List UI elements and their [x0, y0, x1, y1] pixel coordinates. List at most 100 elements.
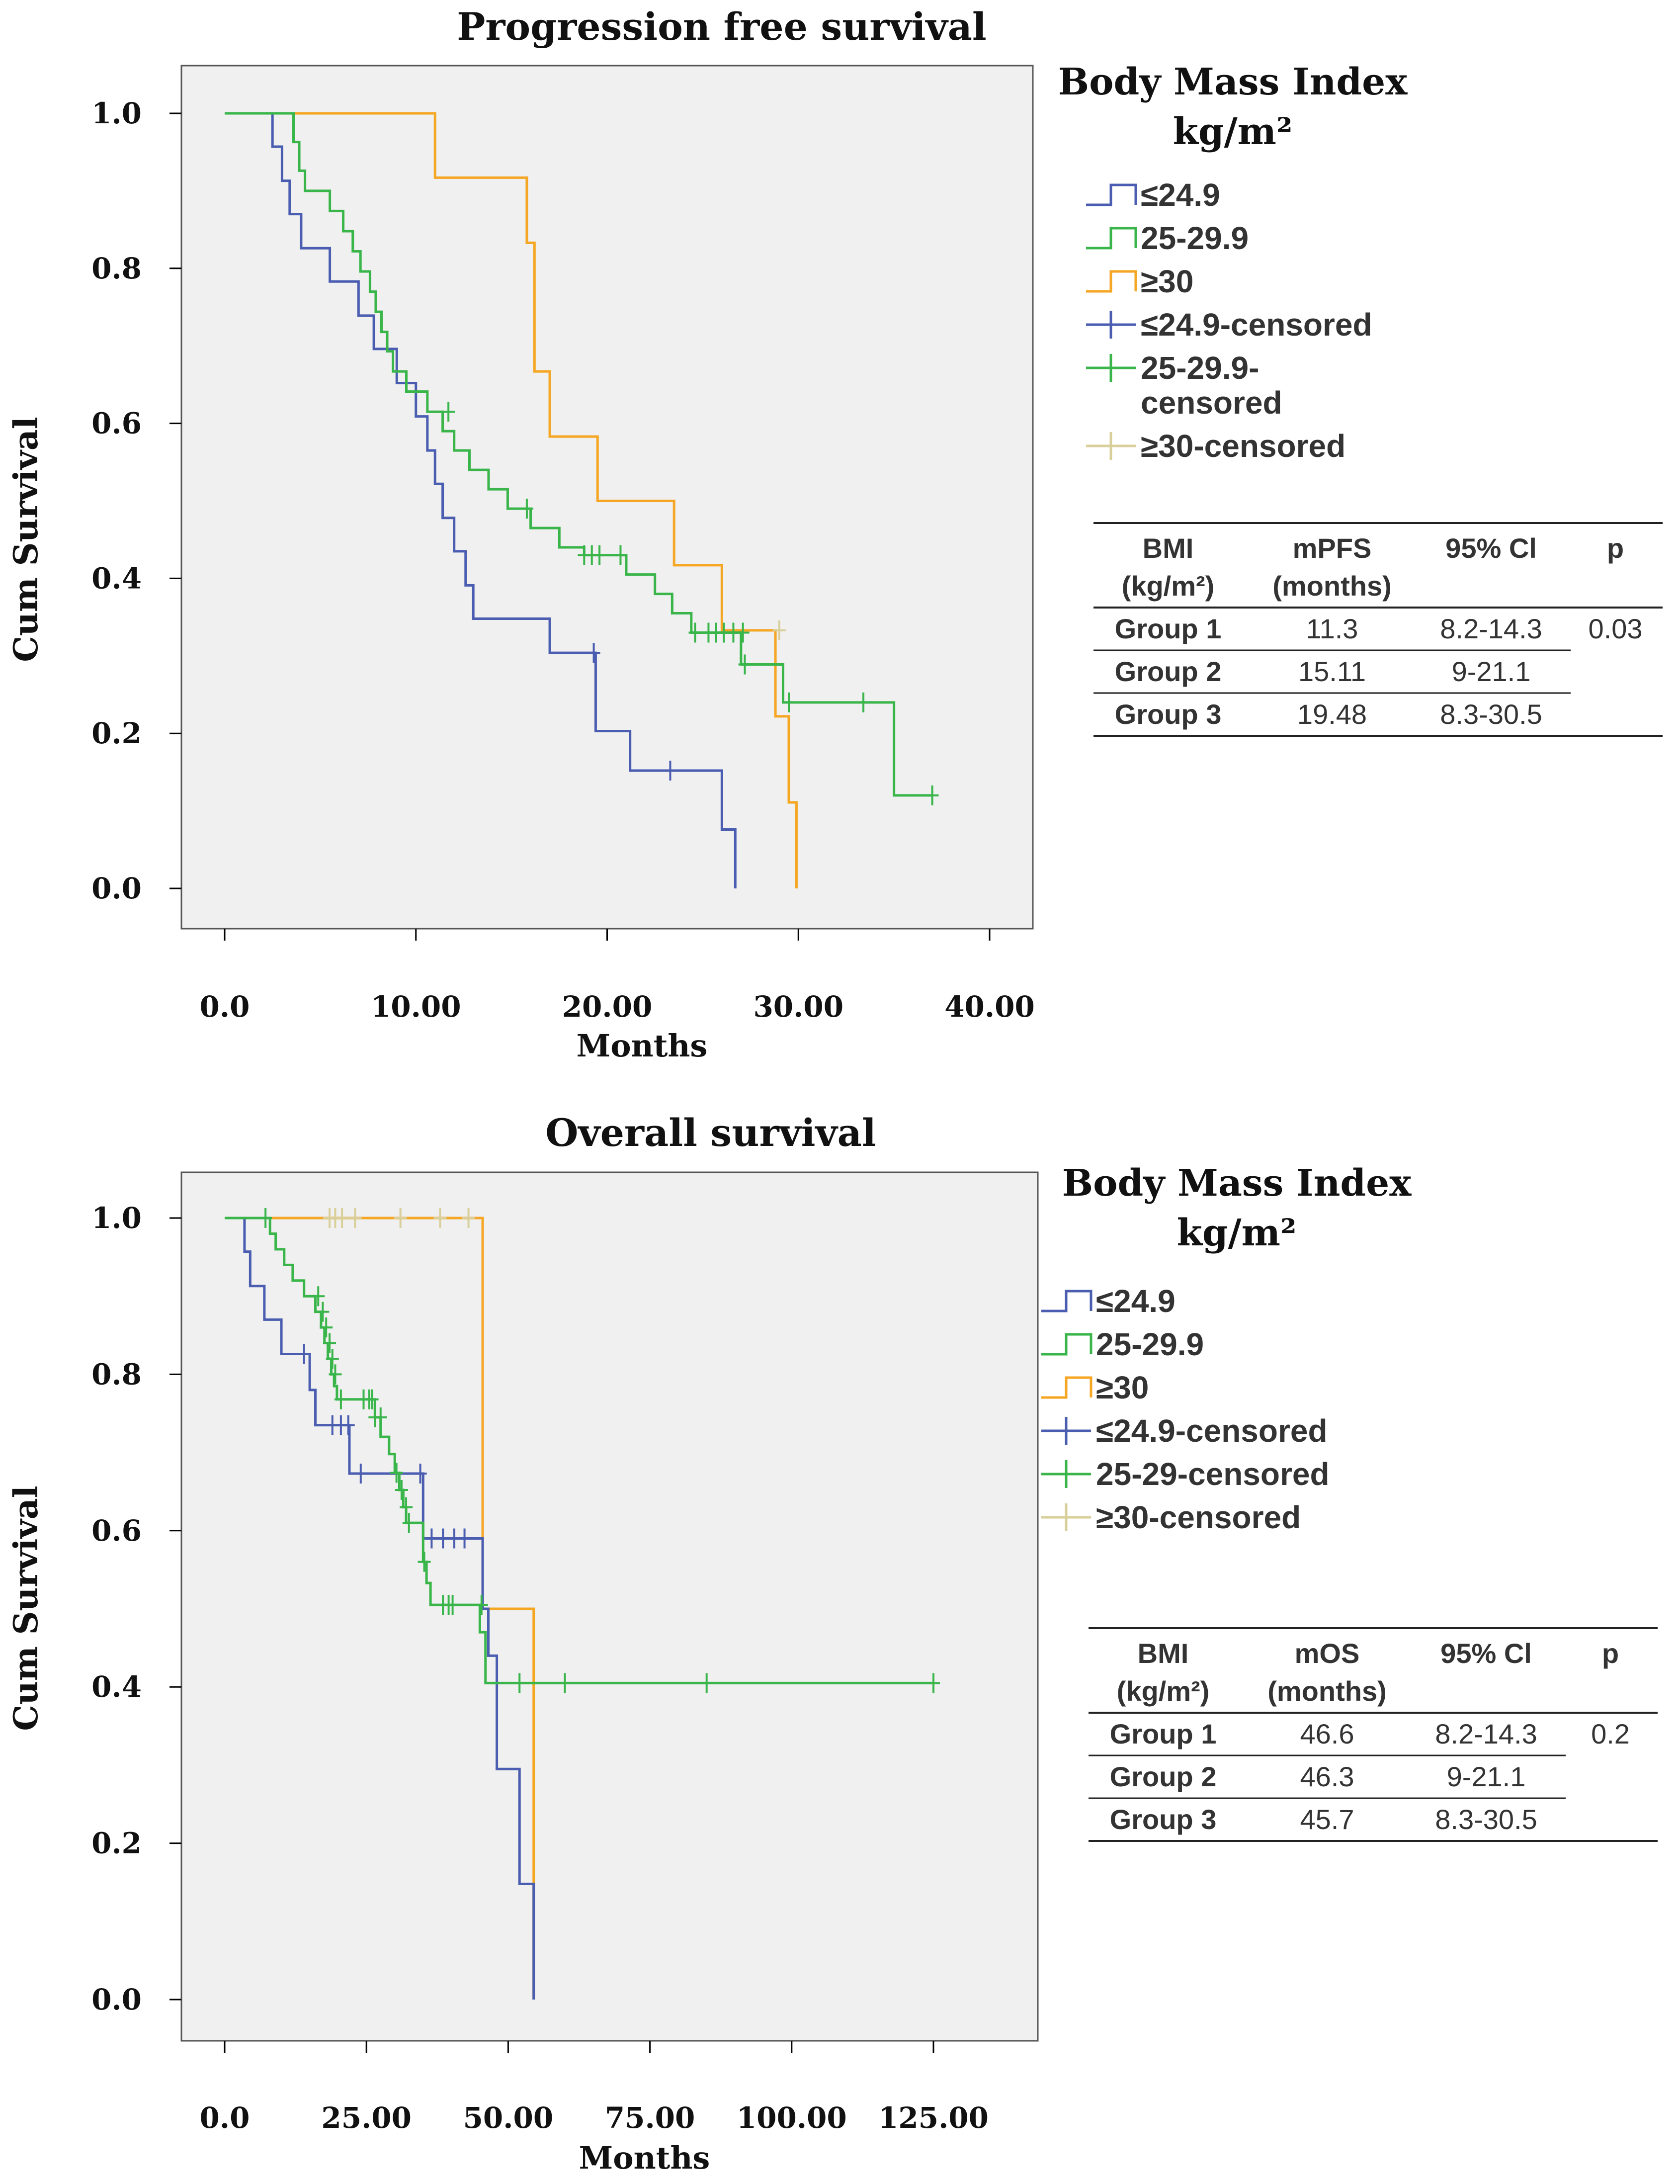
x-tick-label: 25.00: [321, 2101, 412, 2135]
censor-mark-mid: [782, 692, 796, 712]
chart-panel-2: Overall survival 0.0 0.2 0.4 0.6 0.8 1.0 0.0 25.…: [6, 1111, 1658, 2176]
censor-mark-mid: [365, 1389, 379, 1409]
legend-label-line: ≤24.9-censored: [1096, 1413, 1328, 1449]
table-header-cell: BMI (kg/m²): [1117, 1638, 1210, 1707]
censor-mark-mid: [316, 1302, 330, 1322]
y-tick-label: 0.6: [91, 407, 142, 440]
table-group-cell: Group 2: [1115, 656, 1222, 687]
table-value-cell: 8.2-14.3: [1435, 1718, 1537, 1749]
table-header-line: BMI: [1143, 532, 1194, 564]
legend-label: 25-29.9-censored: [1141, 350, 1282, 421]
y-axis-label: Cum Survival: [6, 417, 45, 662]
table-header-line: 95% Cl: [1445, 532, 1537, 564]
legend-swatch-step: [1086, 270, 1137, 293]
censor-mark-mid: [520, 499, 533, 519]
legend-swatch-censor: [1086, 311, 1136, 339]
y-tick-label: 0.8: [91, 1357, 142, 1391]
legend-swatch-step: [1041, 1290, 1092, 1312]
table-header-line: mOS: [1295, 1638, 1360, 1669]
x-axis-label: Months: [579, 2140, 710, 2176]
legend-label-line: 25-29.9-: [1141, 350, 1259, 386]
censor-mark-mid: [475, 1595, 488, 1615]
censor-mark-mid: [442, 402, 455, 422]
table-value-cell: 11.3: [1306, 613, 1358, 644]
chart-title: Progression free survival: [457, 4, 987, 49]
censor-mark-mid: [329, 1364, 342, 1385]
legend-swatch-censor: [1041, 1460, 1091, 1488]
table-value-cell: 19.48: [1297, 699, 1367, 730]
legend-label: 25-29.9: [1141, 220, 1249, 256]
table-group-cell: Group 3: [1110, 1804, 1217, 1835]
y-tick-label: 1.0: [91, 96, 142, 130]
legend-label-line: censored: [1141, 385, 1282, 421]
legend-title: kg/m²: [1173, 110, 1293, 153]
table-header-cell: mOS (months): [1267, 1638, 1387, 1707]
censor-mark-mid: [418, 1552, 431, 1572]
table-group-cell: Group 1: [1110, 1718, 1217, 1749]
legend-label-line: 25-29.9: [1141, 220, 1249, 256]
censor-mark-high: [336, 1208, 349, 1228]
legend-label: ≥30-censored: [1141, 428, 1345, 464]
legend-swatch-censor: [1041, 1417, 1091, 1445]
censor-mark-mid: [736, 622, 750, 643]
censor-mark-mid: [400, 1497, 413, 1517]
censor-mark-high: [462, 1208, 475, 1228]
legend-label: ≥30: [1141, 263, 1193, 299]
censor-mark-mid: [259, 1208, 272, 1228]
legend-label-line: 25-29-censored: [1096, 1456, 1330, 1492]
legend-label-line: ≤24.9-censored: [1141, 307, 1372, 343]
table-header-line: (kg/m²): [1117, 1675, 1210, 1707]
censor-mark-low: [414, 1464, 427, 1484]
legend-label: 25-29.9: [1096, 1326, 1204, 1362]
y-axis-label: Cum Survival: [6, 1485, 45, 1731]
censor-mark-mid: [738, 654, 752, 675]
legend-label: 25-29-censored: [1096, 1456, 1330, 1492]
legend-label-line: ≥30-censored: [1141, 428, 1345, 464]
table-header-line: mPFS: [1293, 532, 1372, 564]
table-value-cell: 0.2: [1591, 1718, 1630, 1749]
censor-mark-mid: [395, 1480, 408, 1500]
table-header-line: (months): [1267, 1675, 1387, 1707]
chart-panel-1: Progression free survival 0.0 0.2 0.4 0.6 0.8…: [6, 4, 1663, 1064]
table-group-cell: Group 2: [1110, 1761, 1217, 1792]
table-value-cell: 8.2-14.3: [1440, 613, 1542, 644]
censor-mark-mid: [700, 1673, 713, 1693]
censor-mark-low: [458, 1528, 471, 1549]
legend-label: ≥30: [1096, 1370, 1149, 1405]
censor-mark-low: [425, 1528, 438, 1549]
x-tick-label: 40.00: [944, 990, 1035, 1024]
legend-swatch-step: [1041, 1376, 1092, 1399]
y-tick-label: 0.4: [91, 1670, 142, 1704]
censor-mark-mid: [374, 1407, 387, 1427]
table-value-cell: 9-21.1: [1447, 1761, 1526, 1792]
legend-label-line: ≥30: [1096, 1370, 1149, 1405]
plot-area: [180, 1171, 1039, 2042]
legend-title: kg/m²: [1177, 1212, 1297, 1254]
table-group-cell: Group 3: [1115, 699, 1222, 730]
legend-label: ≤24.9: [1141, 177, 1220, 213]
legend-label: ≥30-censored: [1096, 1499, 1301, 1535]
table-value-cell: 46.3: [1300, 1761, 1354, 1792]
censor-mark-mid: [857, 692, 870, 712]
table-header-cell: p: [1602, 1638, 1619, 1669]
table-header-cell: p: [1607, 532, 1624, 564]
chart-title: Overall survival: [545, 1111, 876, 1155]
x-tick-label: 20.00: [562, 990, 653, 1024]
censor-mark-high: [348, 1208, 362, 1228]
y-tick-label: 0.2: [91, 716, 142, 750]
legend-swatch-step: [1086, 227, 1137, 250]
censor-mark-mid: [390, 1463, 403, 1483]
censor-mark-mid: [312, 1286, 325, 1307]
legend-swatch-censor: [1041, 1503, 1091, 1531]
censor-mark-high: [772, 620, 786, 640]
x-tick-label: 75.00: [605, 2101, 695, 2135]
x-tick-label: 0.0: [200, 990, 250, 1024]
legend-title: Body Mass Index: [1062, 1162, 1412, 1205]
table-group-cell: Group 1: [1115, 613, 1222, 644]
legend-label-line: ≤24.9: [1141, 177, 1220, 213]
censor-mark-high: [433, 1208, 447, 1228]
x-axis-label: Months: [577, 1028, 708, 1064]
censor-mark-high: [394, 1208, 407, 1228]
censor-mark-mid: [927, 1673, 940, 1693]
x-tick-label: 30.00: [753, 990, 843, 1024]
